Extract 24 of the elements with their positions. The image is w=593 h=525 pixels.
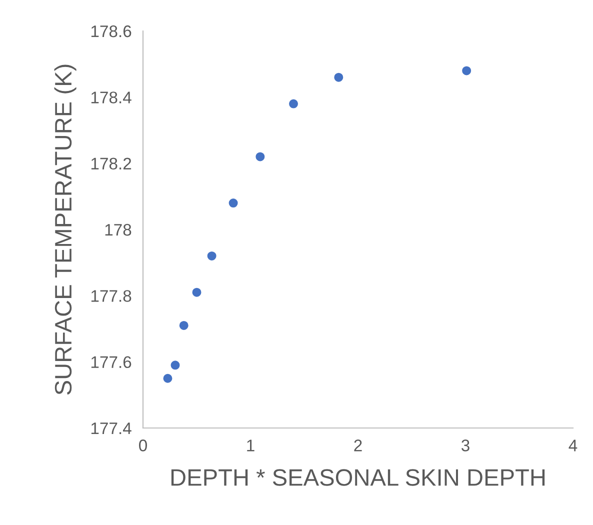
x-axis-title: DEPTH * SEASONAL SKIN DEPTH	[171, 469, 545, 486]
y-tick-label: 177.4	[91, 422, 132, 434]
x-tick-label: 1	[247, 440, 254, 452]
y-axis-title: SURFACE TEMPERATURE (K)	[54, 64, 76, 395]
y-tick-label: 178.6	[91, 25, 132, 38]
point	[256, 152, 265, 162]
x-tick-label: 3	[462, 440, 470, 452]
y-tick-label: 178.4	[91, 92, 132, 104]
point	[170, 360, 180, 370]
point	[334, 72, 344, 82]
y-tick-label: 177.6	[91, 356, 132, 368]
y-tick-label: 178	[105, 224, 132, 236]
point	[289, 99, 298, 108]
x-tick-label: 2	[354, 440, 362, 452]
x-tick-label: 4	[568, 440, 578, 452]
point	[192, 288, 202, 297]
point	[163, 374, 172, 383]
y-tick-label: 178.2	[91, 158, 132, 170]
point	[179, 320, 188, 330]
y-tick-label: 177.8	[91, 290, 132, 302]
point	[228, 198, 238, 208]
point	[462, 66, 472, 76]
x-tick-label: 0	[139, 440, 147, 452]
point	[207, 251, 216, 260]
